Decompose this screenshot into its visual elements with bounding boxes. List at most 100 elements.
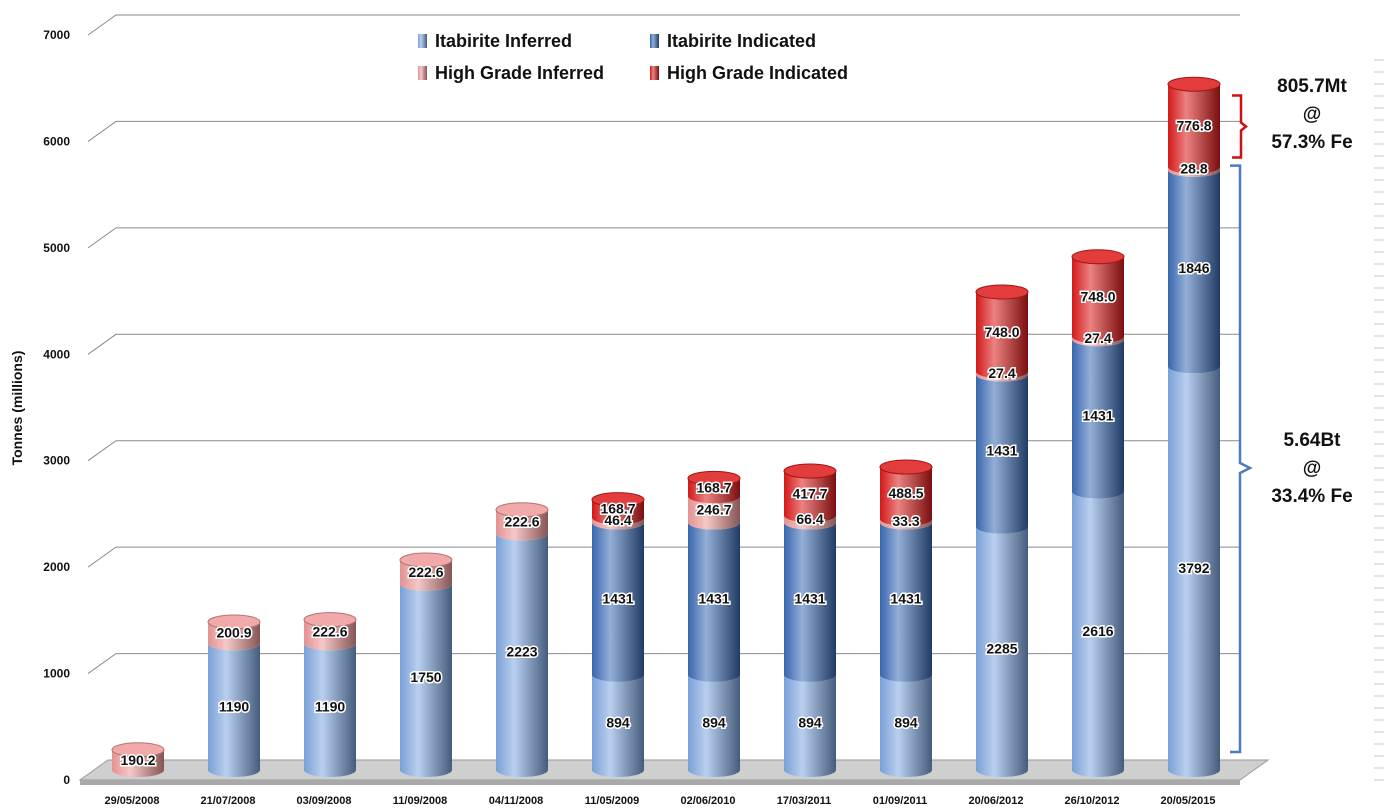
legend-swatch-itabirite-indicated	[650, 34, 659, 48]
x-tick-label: 29/05/2008	[104, 795, 159, 807]
x-tick-label: 20/05/2015	[1160, 795, 1215, 807]
legend-swatch-high-grade-inferred	[418, 66, 427, 80]
y-tick-label-5000: 5000	[43, 241, 70, 255]
bar-segment-high-grade-indicated	[784, 471, 836, 523]
bar-segment-itabirite-inferred	[592, 674, 644, 777]
bars: 190.2 1190 200.9 1190 222.6 1750 222.6 2223 222.…	[111, 76, 1221, 777]
data-label-high-grade-inferred: 66.4	[796, 511, 823, 527]
bar-column-26-10-2012: 2616 1431 27.4 748.0	[1071, 249, 1125, 777]
gridlines	[87, 14, 1240, 674]
data-label-itabirite-indicated: 1431	[1082, 407, 1113, 423]
bar-segment-itabirite-indicated	[976, 374, 1028, 534]
y-axis-title: Tonnes (millions)	[9, 351, 25, 466]
x-tick-label: 02/06/2010	[680, 795, 735, 807]
bar-segment-high-grade-indicated	[880, 467, 932, 527]
x-tick-label: 04/11/2008	[489, 795, 543, 807]
data-label-high-grade-inferred: 200.9	[216, 625, 251, 641]
high-grade-annotation-line: @	[1303, 104, 1322, 125]
bar-column-04-11-2008: 2223 222.6	[495, 502, 549, 777]
bar-segment-itabirite-indicated	[880, 522, 932, 682]
data-label-itabirite-inferred: 2616	[1082, 623, 1113, 639]
y-tick-label-7000: 7000	[43, 28, 70, 42]
data-label-high-grade-inferred: 190.2	[120, 752, 155, 768]
bar-segment-high-grade-inferred	[592, 517, 644, 530]
data-label-itabirite-indicated: 1431	[794, 591, 825, 607]
bar-top-cap	[495, 502, 549, 518]
bar-column-29-05-2008: 190.2	[111, 742, 165, 777]
bar-column-03-09-2008: 1190 222.6	[303, 612, 357, 777]
data-label-high-grade-inferred: 33.3	[892, 513, 919, 529]
bar-column-20-05-2015: 3792 1846 28.8 776.8	[1167, 76, 1221, 777]
bar-segment-itabirite-inferred	[1168, 366, 1220, 777]
gridline-4000	[87, 333, 1240, 355]
x-tick-label: 03/09/2008	[296, 795, 351, 807]
bar-segment-itabirite-inferred	[208, 643, 260, 777]
high-grade-brace	[1232, 94, 1249, 159]
bar-segment-high-grade-inferred	[400, 560, 452, 591]
bar-segment-itabirite-indicated	[592, 522, 644, 682]
legend-label-high-grade-inferred: High Grade Inferred	[435, 63, 604, 83]
bar-segment-itabirite-indicated	[784, 522, 836, 682]
data-label-high-grade-inferred: 222.6	[312, 624, 347, 640]
gridline-7000	[87, 14, 1240, 36]
legend-swatch-high-grade-indicated	[650, 66, 659, 80]
bar-segment-itabirite-inferred	[496, 533, 548, 777]
bar-segment-high-grade-inferred	[1072, 336, 1124, 347]
annotations: 805.7Mt @57.3% Fe 5.64Bt @33.4% Fe	[1230, 76, 1353, 754]
bar-top-cap	[591, 492, 645, 508]
y-tick-label-1000: 1000	[43, 667, 70, 681]
x-tick-label: 21/07/2008	[200, 795, 255, 807]
x-tick-label: 26/10/2012	[1064, 795, 1119, 807]
data-label-high-grade-indicated: 748.0	[1080, 289, 1115, 305]
x-tick-label: 11/05/2009	[585, 795, 639, 807]
legend-swatch-itabirite-inferred	[418, 34, 427, 48]
data-label-high-grade-indicated: 417.7	[792, 485, 827, 501]
data-label-high-grade-indicated: 488.5	[888, 485, 923, 501]
bar-segment-itabirite-inferred	[880, 674, 932, 777]
gridline-6000	[87, 120, 1240, 142]
data-label-high-grade-inferred: 222.6	[504, 514, 539, 530]
legend: Itabirite Inferred Itabirite Indicated Hig…	[418, 31, 848, 83]
gridline-2000	[87, 546, 1240, 568]
legend-label-itabirite-inferred: Itabirite Inferred	[435, 31, 572, 51]
bar-segment-high-grade-indicated	[976, 291, 1028, 379]
bar-top-cap	[975, 284, 1029, 300]
itabirite-annotation-line: 5.64Bt	[1283, 430, 1341, 451]
data-label-itabirite-inferred: 894	[798, 714, 822, 730]
bar-top-cap	[687, 470, 741, 486]
x-tick-label: 20/06/2012	[968, 795, 1023, 807]
data-label-high-grade-inferred: 46.4	[604, 512, 631, 528]
bar-segment-itabirite-inferred	[784, 674, 836, 777]
bar-segment-itabirite-indicated	[1072, 339, 1124, 499]
data-label-high-grade-inferred: 27.4	[1084, 330, 1111, 346]
bar-top-cap	[207, 614, 261, 630]
gridline-3000	[87, 440, 1240, 462]
bar-column-11-09-2008: 1750 222.6	[399, 552, 453, 777]
data-label-high-grade-indicated: 168.7	[600, 501, 635, 517]
bar-segment-high-grade-indicated	[1168, 84, 1221, 174]
itabirite-brace	[1230, 164, 1253, 754]
bar-top-cap	[879, 459, 933, 475]
bar-segment-high-grade-inferred	[688, 496, 740, 530]
data-label-itabirite-inferred: 1190	[219, 699, 250, 715]
chart-floor-edge	[80, 780, 1240, 785]
data-label-itabirite-inferred: 1750	[410, 669, 441, 685]
y-tick-label-3000: 3000	[43, 454, 70, 468]
data-label-itabirite-indicated: 1846	[1178, 260, 1209, 276]
bar-segment-itabirite-inferred	[976, 526, 1028, 777]
data-label-high-grade-inferred: 222.6	[408, 564, 443, 580]
x-tick-label: 17/03/2011	[777, 795, 831, 807]
bar-segment-high-grade-inferred	[976, 371, 1028, 382]
bar-column-02-06-2010: 894 1431 246.7 168.7	[687, 470, 741, 777]
bar-segment-itabirite-indicated	[1168, 169, 1221, 374]
data-label-itabirite-inferred: 894	[702, 714, 726, 730]
bar-segment-high-grade-inferred	[1168, 166, 1221, 177]
bar-segment-itabirite-inferred	[400, 583, 452, 777]
bar-column-01-09-2011: 894 1431 33.3 488.5	[879, 459, 933, 777]
data-label-itabirite-indicated: 1431	[986, 443, 1017, 459]
data-label-high-grade-inferred: 27.4	[988, 365, 1015, 381]
data-label-itabirite-inferred: 894	[606, 714, 630, 730]
high-grade-annotation-line: 57.3% Fe	[1271, 132, 1352, 153]
x-tick-label: 11/09/2008	[393, 795, 447, 807]
